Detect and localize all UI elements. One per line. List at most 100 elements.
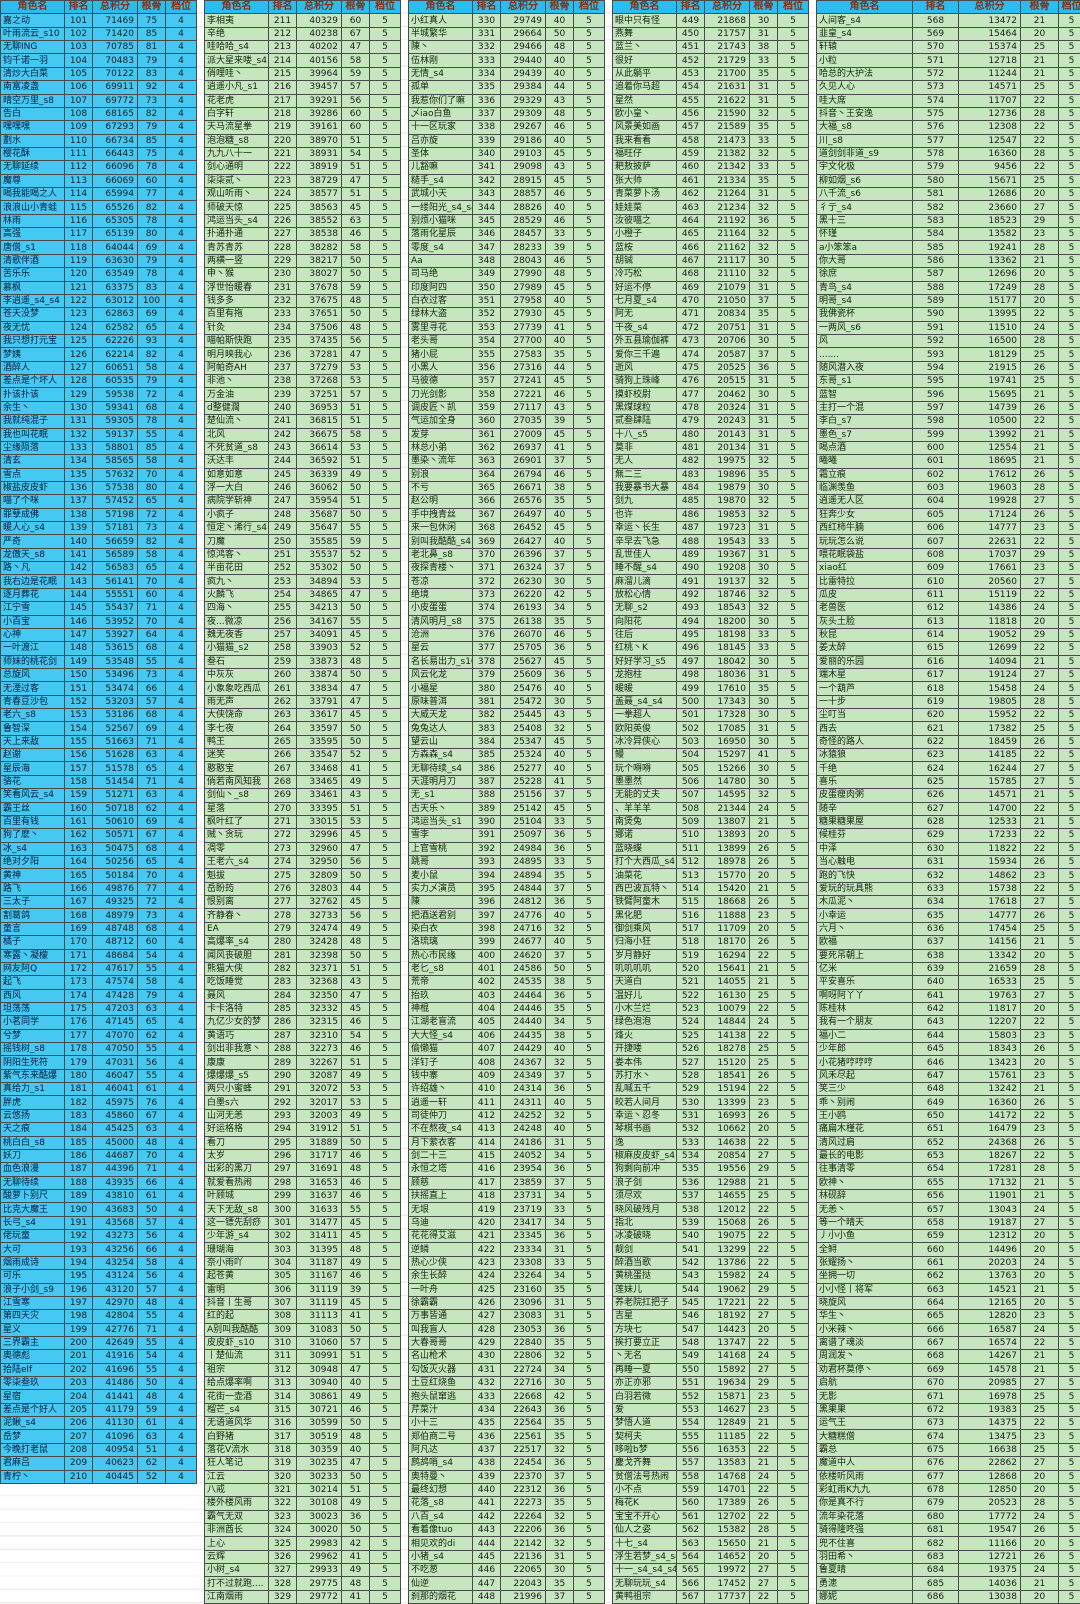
cell-rank[interactable]: 236 bbox=[268, 347, 297, 362]
cell-tier[interactable]: 5 bbox=[369, 721, 401, 736]
cell-rank[interactable]: 644 bbox=[912, 1028, 959, 1044]
cell-bone[interactable]: 70 bbox=[137, 868, 166, 883]
cell-name[interactable]: 浮一大白 bbox=[204, 480, 269, 496]
cell-rank[interactable]: 160 bbox=[64, 801, 93, 816]
cell-score[interactable]: 17132 bbox=[958, 1175, 1021, 1190]
cell-tier[interactable]: 5 bbox=[1058, 1269, 1080, 1284]
cell-name[interactable]: 晴空万里_s8 bbox=[0, 93, 65, 108]
cell-tier[interactable]: 5 bbox=[1058, 921, 1080, 937]
cell-score[interactable]: 57452 bbox=[92, 494, 138, 509]
cell-tier[interactable]: 5 bbox=[777, 1269, 809, 1284]
cell-name[interactable]: 康康 bbox=[204, 1055, 269, 1070]
cell-bone[interactable]: 29 bbox=[1020, 627, 1059, 643]
cell-bone[interactable]: 40 bbox=[545, 200, 574, 215]
cell-tier[interactable]: 5 bbox=[573, 1122, 605, 1137]
cell-name[interactable]: 中灰灰 bbox=[204, 667, 269, 683]
cell-bone[interactable]: 36 bbox=[545, 1402, 574, 1418]
cell-bone[interactable]: 24 bbox=[1020, 1322, 1059, 1337]
cell-rank[interactable]: 291 bbox=[268, 1082, 297, 1097]
cell-rank[interactable]: 426 bbox=[472, 1295, 501, 1311]
cell-score[interactable]: 50475 bbox=[92, 841, 138, 857]
cell-bone[interactable]: 70 bbox=[137, 467, 166, 482]
cell-tier[interactable]: 5 bbox=[369, 454, 401, 469]
cell-score[interactable]: 36675 bbox=[296, 427, 342, 442]
cell-name[interactable]: 我惹你们了嘛 bbox=[408, 93, 473, 108]
column-header-tier[interactable]: 档位 bbox=[777, 0, 809, 15]
cell-bone[interactable]: 30 bbox=[749, 13, 778, 28]
cell-score[interactable]: 19543 bbox=[704, 534, 750, 549]
cell-tier[interactable]: 4 bbox=[165, 534, 197, 549]
cell-bone[interactable]: 56 bbox=[137, 1229, 166, 1244]
cell-bone[interactable]: 46 bbox=[545, 467, 574, 482]
cell-name[interactable]: d整健濶 bbox=[204, 400, 269, 416]
cell-tier[interactable]: 4 bbox=[165, 307, 197, 322]
cell-score[interactable]: 25324 bbox=[500, 748, 546, 763]
cell-rank[interactable]: 543 bbox=[676, 1269, 705, 1284]
cell-rank[interactable]: 365 bbox=[472, 480, 501, 496]
cell-bone[interactable]: 22 bbox=[1020, 120, 1059, 135]
cell-bone[interactable]: 47 bbox=[341, 40, 370, 55]
cell-tier[interactable]: 5 bbox=[1058, 761, 1080, 776]
cell-score[interactable]: 24464 bbox=[500, 988, 546, 1003]
cell-rank[interactable]: 440 bbox=[472, 1482, 501, 1498]
cell-score[interactable]: 18267 bbox=[958, 1148, 1021, 1164]
cell-tier[interactable]: 5 bbox=[573, 187, 605, 202]
cell-bone[interactable]: 65 bbox=[137, 1015, 166, 1030]
cell-score[interactable]: 31633 bbox=[296, 1202, 342, 1217]
cell-rank[interactable]: 252 bbox=[268, 561, 297, 576]
cell-bone[interactable]: 21 bbox=[1020, 1175, 1059, 1190]
cell-bone[interactable]: 28 bbox=[749, 1522, 778, 1538]
cell-rank[interactable]: 361 bbox=[472, 427, 501, 442]
cell-rank[interactable]: 574 bbox=[912, 93, 959, 108]
cell-rank[interactable]: 544 bbox=[676, 1282, 705, 1297]
cell-score[interactable]: 32733 bbox=[296, 908, 342, 923]
cell-rank[interactable]: 174 bbox=[64, 988, 93, 1003]
cell-name[interactable]: 魁拔 bbox=[204, 868, 269, 883]
cell-tier[interactable]: 5 bbox=[369, 26, 401, 42]
cell-rank[interactable]: 660 bbox=[912, 1242, 959, 1257]
cell-bone[interactable]: 71 bbox=[137, 1322, 166, 1337]
cell-name[interactable]: 晓旋风 bbox=[816, 1295, 913, 1311]
cell-name[interactable]: 尘叮当 bbox=[816, 708, 913, 723]
cell-tier[interactable]: 5 bbox=[369, 1215, 401, 1231]
cell-bone[interactable]: 50 bbox=[341, 734, 370, 750]
cell-name[interactable]: 永恒之塔 bbox=[408, 1162, 473, 1177]
cell-tier[interactable]: 5 bbox=[573, 200, 605, 215]
cell-tier[interactable]: 4 bbox=[165, 774, 197, 790]
cell-score[interactable]: 32332 bbox=[296, 1001, 342, 1017]
cell-bone[interactable]: 30 bbox=[749, 761, 778, 776]
cell-rank[interactable]: 405 bbox=[472, 1015, 501, 1030]
cell-tier[interactable]: 4 bbox=[165, 1309, 197, 1324]
cell-score[interactable]: 17454 bbox=[958, 921, 1021, 937]
cell-name[interactable]: 花花得艾滋 bbox=[408, 1229, 473, 1244]
cell-rank[interactable]: 166 bbox=[64, 881, 93, 897]
cell-bone[interactable]: 40 bbox=[545, 935, 574, 950]
cell-rank[interactable]: 479 bbox=[676, 414, 705, 429]
cell-tier[interactable]: 4 bbox=[165, 1122, 197, 1137]
cell-tier[interactable]: 5 bbox=[369, 774, 401, 790]
cell-name[interactable]: 欧阳英俊 bbox=[612, 721, 677, 736]
cell-name[interactable]: 江南烟雨 bbox=[204, 1589, 269, 1604]
cell-name[interactable]: 無二三 bbox=[612, 467, 677, 482]
cell-tier[interactable]: 5 bbox=[369, 988, 401, 1003]
cell-tier[interactable]: 5 bbox=[777, 1082, 809, 1097]
cell-score[interactable]: 15803 bbox=[958, 1028, 1021, 1044]
cell-bone[interactable]: 51 bbox=[341, 1055, 370, 1070]
cell-rank[interactable]: 101 bbox=[64, 13, 93, 28]
cell-tier[interactable]: 5 bbox=[573, 507, 605, 523]
cell-rank[interactable]: 333 bbox=[472, 53, 501, 68]
cell-name[interactable]: 乄iao白鱼 bbox=[408, 106, 473, 122]
cell-tier[interactable]: 4 bbox=[165, 988, 197, 1003]
cell-score[interactable]: 19556 bbox=[704, 1162, 750, 1177]
cell-tier[interactable]: 5 bbox=[1058, 694, 1080, 710]
cell-score[interactable]: 18129 bbox=[958, 347, 1021, 362]
cell-tier[interactable]: 5 bbox=[573, 227, 605, 242]
cell-bone[interactable]: 36 bbox=[545, 1229, 574, 1244]
cell-rank[interactable]: 431 bbox=[472, 1362, 501, 1378]
cell-tier[interactable]: 5 bbox=[369, 213, 401, 229]
cell-score[interactable]: 16950 bbox=[704, 734, 750, 750]
cell-bone[interactable]: 36 bbox=[545, 667, 574, 683]
cell-bone[interactable]: 33 bbox=[749, 627, 778, 643]
cell-name[interactable]: 明哥_s4 bbox=[816, 293, 913, 309]
cell-tier[interactable]: 5 bbox=[777, 1429, 809, 1444]
